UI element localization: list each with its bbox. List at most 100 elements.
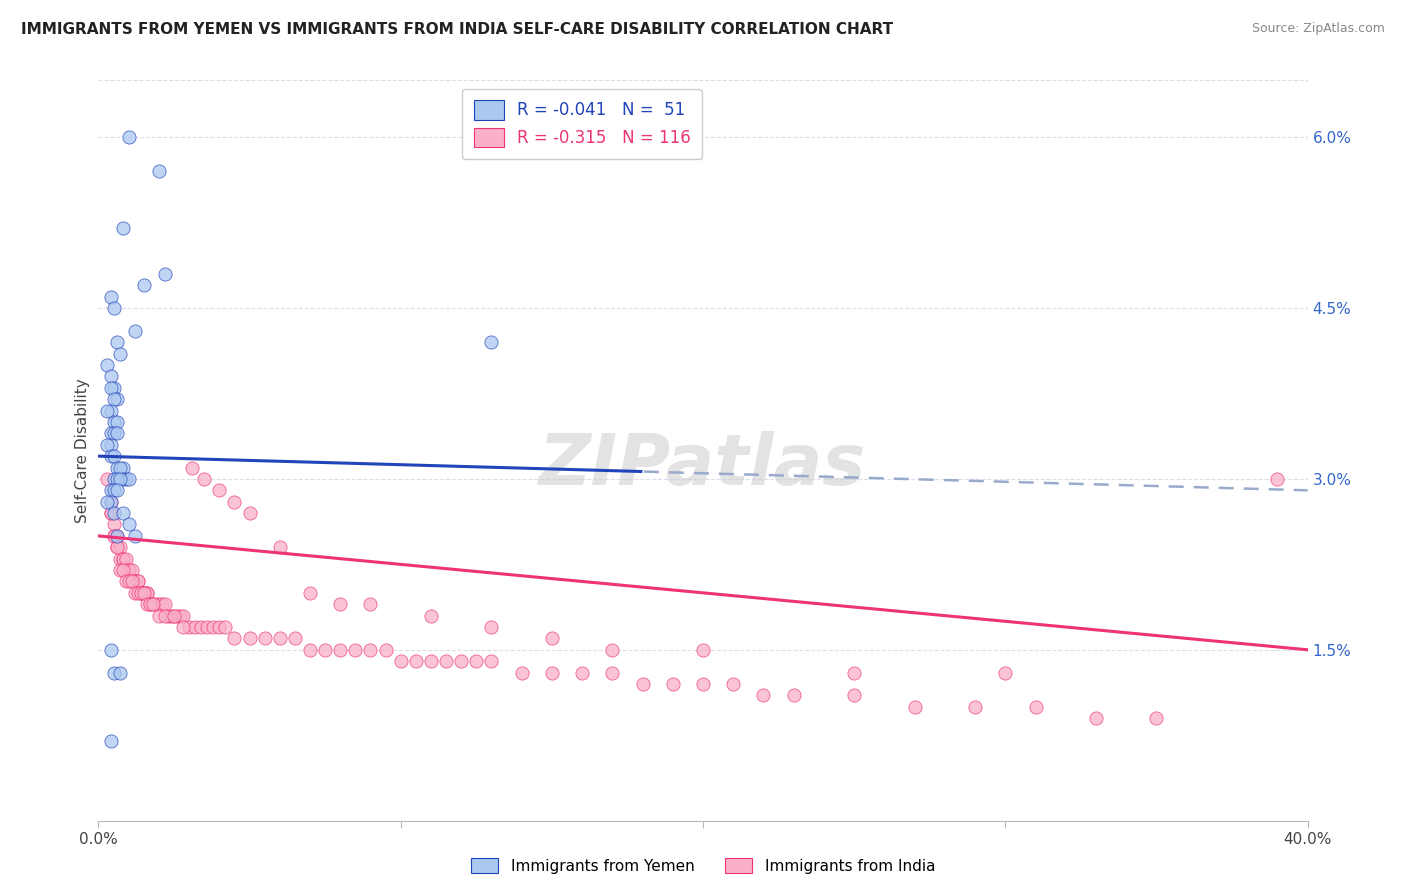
Point [132, 586, 155, 600]
Point [1267, 472, 1289, 486]
Point [994, 665, 1017, 680]
Point [389, 654, 412, 668]
Point [103, 472, 125, 486]
Point [160, 608, 183, 623]
Point [344, 642, 367, 657]
Legend: Immigrants from Yemen, Immigrants from India: Immigrants from Yemen, Immigrants from I… [465, 852, 941, 880]
Point [208, 620, 231, 634]
Point [1144, 711, 1167, 725]
Point [103, 449, 125, 463]
Point [108, 460, 131, 475]
Point [132, 278, 155, 293]
Point [299, 586, 322, 600]
Point [360, 642, 382, 657]
Point [114, 563, 136, 577]
Point [269, 541, 291, 555]
Point [329, 642, 352, 657]
Point [108, 346, 131, 360]
Point [111, 563, 134, 577]
Point [540, 665, 562, 680]
Point [108, 665, 131, 680]
Point [202, 620, 225, 634]
Point [132, 586, 155, 600]
Point [121, 574, 143, 589]
Point [153, 608, 176, 623]
Point [510, 665, 533, 680]
Point [118, 130, 141, 145]
Point [100, 506, 122, 520]
Point [96, 403, 118, 417]
Point [100, 483, 122, 498]
Point [111, 460, 134, 475]
Point [1085, 711, 1108, 725]
Point [127, 574, 149, 589]
Point [148, 608, 170, 623]
Point [111, 506, 134, 520]
Point [540, 632, 562, 646]
Point [103, 483, 125, 498]
Point [105, 335, 128, 350]
Point [571, 665, 593, 680]
Point [153, 267, 176, 281]
Point [172, 620, 194, 634]
Point [148, 164, 170, 178]
Point [269, 632, 291, 646]
Point [118, 563, 141, 577]
Point [142, 597, 165, 611]
Point [103, 426, 125, 441]
Point [135, 597, 157, 611]
Point [135, 586, 157, 600]
Point [184, 620, 207, 634]
Point [723, 677, 745, 691]
Point [844, 665, 866, 680]
Point [124, 586, 146, 600]
Point [142, 597, 165, 611]
Point [100, 290, 122, 304]
Text: ZIPatlas: ZIPatlas [540, 431, 866, 500]
Point [103, 392, 125, 407]
Point [103, 415, 125, 429]
Point [96, 358, 118, 372]
Point [481, 620, 503, 634]
Point [465, 654, 488, 668]
Point [420, 608, 443, 623]
Point [127, 574, 149, 589]
Point [481, 335, 503, 350]
Point [169, 608, 191, 623]
Point [145, 597, 167, 611]
Point [124, 574, 146, 589]
Point [214, 620, 236, 634]
Point [100, 494, 122, 508]
Point [190, 620, 212, 634]
Y-axis label: Self-Care Disability: Self-Care Disability [75, 378, 90, 523]
Point [153, 597, 176, 611]
Legend: R = -0.041   N =  51, R = -0.315   N = 116: R = -0.041 N = 51, R = -0.315 N = 116 [463, 88, 702, 159]
Point [129, 586, 152, 600]
Point [195, 620, 218, 634]
Point [100, 449, 122, 463]
Point [127, 586, 149, 600]
Point [103, 517, 125, 532]
Point [253, 632, 276, 646]
Point [124, 529, 146, 543]
Point [96, 438, 118, 452]
Point [118, 472, 141, 486]
Point [118, 517, 141, 532]
Point [163, 608, 186, 623]
Point [602, 665, 624, 680]
Point [100, 426, 122, 441]
Point [450, 654, 472, 668]
Point [100, 642, 122, 657]
Point [179, 620, 201, 634]
Point [434, 654, 457, 668]
Point [844, 689, 866, 703]
Text: IMMIGRANTS FROM YEMEN VS IMMIGRANTS FROM INDIA SELF-CARE DISABILITY CORRELATION : IMMIGRANTS FROM YEMEN VS IMMIGRANTS FROM… [21, 22, 893, 37]
Point [118, 574, 141, 589]
Point [329, 597, 352, 611]
Point [692, 677, 714, 691]
Point [139, 597, 162, 611]
Point [139, 597, 162, 611]
Point [602, 642, 624, 657]
Point [96, 494, 118, 508]
Point [100, 494, 122, 508]
